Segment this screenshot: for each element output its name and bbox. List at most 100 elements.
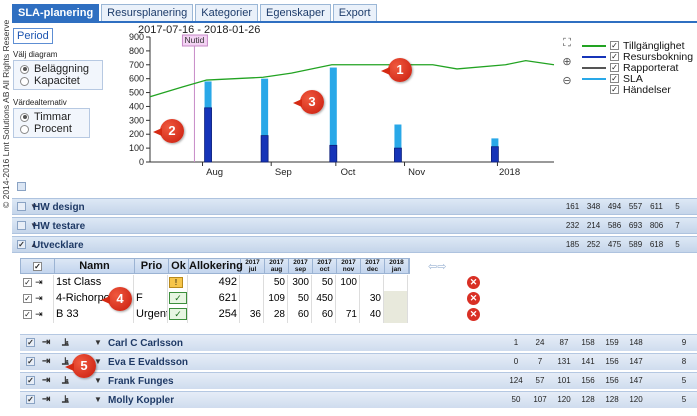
expand-arrow-icon[interactable]: ▼ — [94, 357, 102, 366]
cell-name[interactable]: 4-Richorpo — [54, 291, 134, 307]
tab-export[interactable]: Export — [332, 4, 377, 22]
scroll-left-icon[interactable]: ⇦ — [428, 261, 438, 273]
cell-prio[interactable]: Urgent — [134, 307, 168, 323]
tab-resursplanering[interactable]: Resursplanering — [101, 4, 194, 22]
expand-arrow-icon[interactable]: ▼ — [94, 395, 102, 404]
radio-procent[interactable]: Procent — [20, 123, 86, 135]
cell-month[interactable]: 300 — [288, 275, 312, 291]
chart-icon[interactable]: ⫡ — [62, 337, 69, 348]
legend-item[interactable]: ✓ Händelser — [582, 84, 693, 96]
group-checkbox[interactable] — [17, 221, 26, 230]
person-checkbox[interactable]: ✓ — [26, 376, 35, 385]
legend-checkbox[interactable]: ✓ — [610, 85, 619, 94]
delete-icon[interactable]: ✕ — [467, 308, 480, 321]
tab-kategorier[interactable]: Kategorier — [195, 4, 259, 22]
move-icon[interactable]: ⇥ — [35, 309, 43, 319]
move-icon[interactable]: ⇥ — [42, 394, 51, 405]
expand-arrow-icon[interactable]: ▼ — [30, 221, 38, 230]
move-icon[interactable]: ⇥ — [35, 293, 43, 303]
move-icon[interactable]: ⇥ — [42, 337, 51, 348]
chart-icon[interactable]: ⫡ — [62, 394, 69, 405]
radio-icon[interactable] — [20, 64, 29, 74]
header-checkbox[interactable]: ✓ — [33, 262, 42, 271]
legend-checkbox[interactable]: ✓ — [610, 63, 619, 72]
cell-month[interactable]: 40 — [360, 307, 384, 323]
radio-kapacitet[interactable]: Kapacitet — [20, 75, 99, 87]
cell-prio[interactable]: F — [134, 291, 168, 307]
col-ok[interactable]: Ok — [169, 259, 189, 273]
legend-checkbox[interactable]: ✓ — [610, 41, 619, 50]
table-row[interactable]: ✓ ⇥ 1st Class! 492 50 300 50 100 — [20, 275, 408, 291]
group-row-hw-design[interactable]: ▼ HW design 161 348 494 557 611 5 — [12, 198, 697, 215]
delete-icon[interactable]: ✕ — [467, 292, 480, 305]
move-icon[interactable]: ⇥ — [42, 356, 51, 367]
cell-month[interactable] — [360, 275, 384, 291]
group-checkbox[interactable]: ✓ — [17, 240, 26, 249]
legend-item[interactable]: ✓ Tillgänglighet — [582, 40, 693, 52]
legend-item[interactable]: ✓ Rapporterat — [582, 62, 693, 74]
radio-timmar[interactable]: Timmar — [20, 111, 86, 123]
radio-icon[interactable] — [20, 76, 29, 86]
move-icon[interactable]: ⇥ — [35, 277, 43, 287]
tab-sla-planering[interactable]: SLA-planering — [12, 4, 100, 22]
group-checkbox[interactable] — [17, 202, 26, 211]
cell-month[interactable] — [384, 275, 408, 291]
expand-arrow-icon[interactable]: ▼ — [30, 202, 38, 211]
cell-month[interactable]: 60 — [312, 307, 336, 323]
fullscreen-icon[interactable]: ⛶ — [563, 37, 571, 49]
cell-month[interactable]: 100 — [336, 275, 360, 291]
chart-icon[interactable]: ⫡ — [62, 356, 69, 367]
legend-item[interactable]: ✓ SLA — [582, 73, 693, 85]
radio-icon[interactable] — [20, 112, 29, 122]
row-checkbox[interactable]: ✓ — [23, 278, 32, 287]
row-checkbox[interactable]: ✓ — [23, 294, 32, 303]
cell-month[interactable]: 60 — [288, 307, 312, 323]
cell-month[interactable] — [240, 291, 264, 307]
group-row-utvecklare[interactable]: ✓ ▲ Utvecklare 185 252 475 589 618 5 — [12, 236, 697, 253]
tab-egenskaper[interactable]: Egenskaper — [260, 4, 331, 22]
person-checkbox[interactable]: ✓ — [26, 338, 35, 347]
cell-month[interactable]: 28 — [264, 307, 288, 323]
cell-prio[interactable] — [134, 275, 168, 291]
legend-item[interactable]: ✓ Resursbokning — [582, 51, 693, 63]
group-row-hw-testare[interactable]: ▼ HW testare 232 214 586 693 806 7 — [12, 217, 697, 234]
cell-month[interactable]: 50 — [312, 275, 336, 291]
cell-month[interactable]: 71 — [336, 307, 360, 323]
legend-checkbox[interactable]: ✓ — [610, 52, 619, 61]
col-prio[interactable]: Prio — [135, 259, 169, 273]
collapse-arrow-icon[interactable]: ▲ — [30, 240, 38, 249]
col-allokering[interactable]: Allokering — [189, 259, 243, 273]
table-row[interactable]: ✓ ⇥ B 33 Urgent ✓ 254 36 28 60 60 71 40 — [20, 307, 408, 323]
expand-arrow-icon[interactable]: ▼ — [94, 338, 102, 347]
cell-month[interactable]: 109 — [264, 291, 288, 307]
period-button[interactable]: Period — [13, 28, 53, 44]
person-row[interactable]: ✓⇥⫡▼Frank Funges1245710115615614751 — [20, 372, 697, 389]
cell-month[interactable] — [384, 291, 408, 307]
zoom-out-icon[interactable]: ⊖ — [562, 75, 572, 87]
scroll-right-icon[interactable]: ⇨ — [437, 261, 447, 273]
delete-icon[interactable]: ✕ — [467, 276, 480, 289]
cell-name[interactable]: 1st Class — [54, 275, 134, 291]
radio-belaggning[interactable]: Beläggning — [20, 63, 99, 75]
move-icon[interactable]: ⇥ — [42, 375, 51, 386]
chart-icon[interactable]: ⫡ — [62, 375, 69, 386]
zoom-in-icon[interactable]: ⊕ — [562, 56, 572, 68]
cell-month[interactable]: 50 — [264, 275, 288, 291]
person-checkbox[interactable]: ✓ — [26, 395, 35, 404]
cell-name[interactable]: B 33 — [54, 307, 134, 323]
cell-month[interactable]: 30 — [360, 291, 384, 307]
person-checkbox[interactable]: ✓ — [26, 357, 35, 366]
person-row[interactable]: ✓⇥⫡▼Molly Koppler5010712012812812053 — [20, 391, 697, 408]
expand-arrow-icon[interactable]: ▼ — [94, 376, 102, 385]
person-row[interactable]: ✓⇥⫡▼Carl C Carlsson1248715815914892 — [20, 334, 697, 351]
table-row[interactable]: ✓ ⇥ 4-Richorpo F ✓ 621 109 50 450 30 — [20, 291, 408, 307]
col-namn[interactable]: Namn — [55, 259, 135, 273]
row-checkbox[interactable]: ✓ — [23, 310, 32, 319]
legend-checkbox[interactable]: ✓ — [610, 74, 619, 83]
select-all-checkbox[interactable] — [17, 182, 26, 191]
cell-month[interactable]: 50 — [288, 291, 312, 307]
cell-month[interactable]: 36 — [240, 307, 264, 323]
cell-month[interactable] — [336, 291, 360, 307]
cell-month[interactable]: 450 — [312, 291, 336, 307]
radio-icon[interactable] — [20, 124, 29, 134]
